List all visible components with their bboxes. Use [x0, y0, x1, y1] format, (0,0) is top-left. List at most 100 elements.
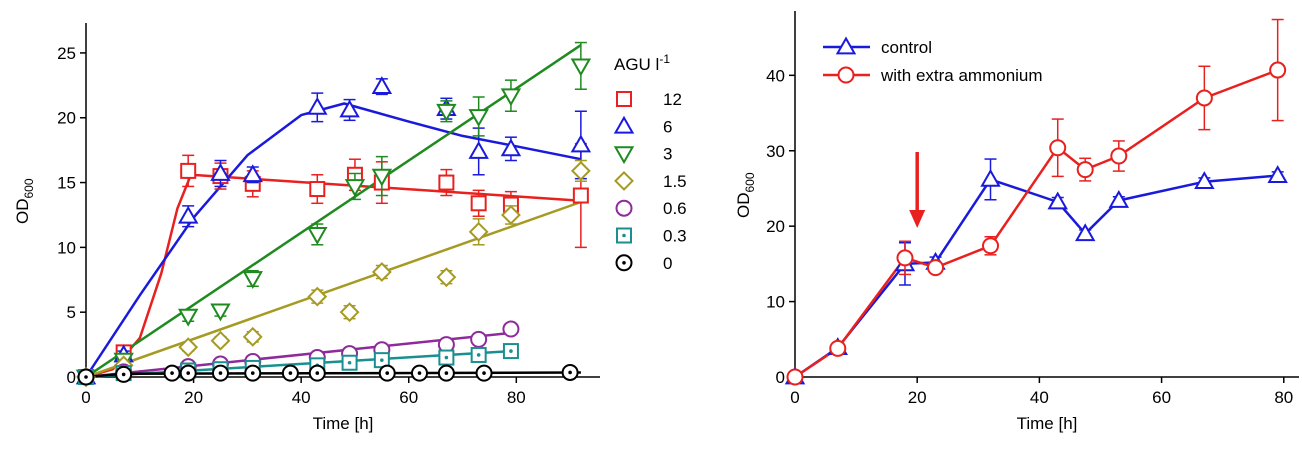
data-point-control-shape — [1194, 171, 1215, 190]
legend-left: AGU l-1 12 6 3 1.5 0.6 0.3 0 — [613, 52, 687, 273]
data-point-0 — [561, 363, 579, 381]
data-point-12-shape — [438, 174, 455, 191]
data-point-3 — [371, 168, 393, 187]
data-point-1-5 — [242, 326, 263, 347]
data-point-3 — [177, 308, 199, 327]
legend-marker-1-5-shape — [614, 170, 634, 191]
data-point-6 — [339, 99, 360, 118]
data-point-0 — [475, 364, 493, 382]
x-tick-label: 20 — [908, 388, 927, 407]
data-point-3-shape — [307, 227, 328, 245]
y-tick-label: 0 — [776, 368, 785, 387]
legend-marker-6 — [613, 115, 635, 134]
data-point-1-5 — [210, 330, 231, 351]
data-point-0-3-dot — [509, 349, 513, 353]
data-point-with-extra-ammonium-shape — [982, 237, 1000, 255]
x-tick-label: 60 — [399, 388, 418, 407]
data-point-6 — [307, 96, 328, 115]
data-point-6-shape — [210, 162, 231, 181]
data-point-with-extra-ammonium-shape — [896, 249, 914, 267]
data-point-with-extra-ammonium — [1076, 161, 1094, 179]
y-tick-label: 0 — [67, 368, 76, 387]
data-point-12-shape — [470, 195, 487, 212]
legend-label: 0.6 — [663, 199, 687, 218]
data-point-1-5-shape — [371, 262, 392, 282]
data-point-3 — [436, 103, 457, 122]
data-point-12-shape — [572, 187, 589, 204]
data-point-0-dot — [417, 371, 422, 375]
data-point-6-shape — [242, 164, 263, 183]
data-point-0 — [308, 364, 326, 382]
data-point-with-extra-ammonium-shape — [1269, 61, 1287, 79]
legend-marker-control — [835, 36, 857, 55]
data-point-6 — [570, 134, 592, 153]
data-point-control — [1194, 171, 1215, 190]
legend-label: 12 — [663, 90, 682, 109]
data-point-control-shape — [1074, 223, 1096, 242]
x-tick-label: 80 — [507, 388, 526, 407]
data-point-3-shape — [210, 303, 231, 322]
data-point-12 — [180, 162, 197, 179]
data-point-0-dot — [121, 372, 126, 377]
data-point-0-6-shape — [502, 320, 520, 338]
data-point-with-extra-ammonium — [1195, 89, 1213, 107]
legend-marker-3 — [613, 146, 635, 165]
annotation-arrow — [909, 152, 926, 228]
data-point-control — [1047, 191, 1068, 210]
data-point-with-extra-ammonium-shape — [927, 259, 945, 277]
legend-marker-0 — [615, 254, 633, 272]
data-point-0-6-shape — [470, 330, 488, 348]
y-axis-label: OD600 — [13, 178, 36, 224]
data-point-1-5-shape — [178, 337, 199, 358]
x-tick-label: 20 — [184, 388, 203, 407]
y-tick-label: 5 — [67, 303, 76, 322]
y-tick-label: 10 — [766, 293, 785, 312]
data-point-12 — [572, 187, 589, 204]
data-point-0-dot — [482, 371, 486, 375]
data-point-control — [1267, 165, 1288, 184]
data-point-0 — [410, 364, 428, 382]
legend-title: AGU l-1 — [614, 52, 670, 74]
data-point-1-5-shape — [468, 221, 489, 242]
data-point-with-extra-ammonium — [1110, 147, 1128, 165]
data-point-0-3 — [341, 354, 358, 371]
data-point-6-shape — [371, 76, 393, 95]
legend-marker-with-extra-ammonium — [837, 66, 855, 84]
data-point-0 — [211, 364, 229, 382]
legend-label: 6 — [663, 117, 672, 136]
data-point-0-dot — [568, 370, 572, 375]
x-tick-label: 80 — [1274, 388, 1293, 407]
data-point-6-shape — [177, 205, 199, 224]
data-point-3-shape — [436, 103, 457, 122]
y-tick-label: 10 — [57, 238, 76, 257]
data-point-with-extra-ammonium — [829, 339, 847, 357]
legend-marker-6-shape — [613, 115, 635, 134]
data-point-with-extra-ammonium-shape — [1110, 147, 1128, 165]
data-point-6-shape — [500, 138, 522, 157]
series-line-with-extra-ammonium — [794, 68, 1279, 379]
legend-label: 0 — [663, 254, 672, 273]
data-point-0-3 — [502, 343, 519, 360]
data-point-control — [1108, 190, 1130, 208]
data-point-12 — [438, 174, 455, 191]
data-point-control-shape — [1267, 165, 1288, 184]
data-point-with-extra-ammonium — [927, 259, 945, 277]
data-point-6 — [500, 138, 522, 157]
data-point-0-dot — [385, 371, 390, 375]
series-line-3 — [85, 44, 582, 379]
data-point-0-6 — [502, 320, 520, 338]
data-point-1-5 — [307, 286, 328, 307]
data-point-with-extra-ammonium-shape — [786, 368, 804, 386]
data-point-6-shape — [307, 96, 328, 115]
data-point-with-extra-ammonium-shape — [1195, 89, 1213, 107]
legend-label: control — [881, 38, 932, 57]
data-point-0-dot — [186, 371, 190, 375]
legend-marker-0-6 — [615, 199, 633, 217]
data-point-with-extra-ammonium-shape — [1076, 161, 1094, 179]
data-point-0-6 — [470, 330, 488, 348]
arrow-head — [909, 210, 926, 228]
data-point-0-dot — [288, 371, 293, 375]
data-point-12-shape — [309, 181, 326, 198]
data-point-3-shape — [242, 271, 263, 289]
